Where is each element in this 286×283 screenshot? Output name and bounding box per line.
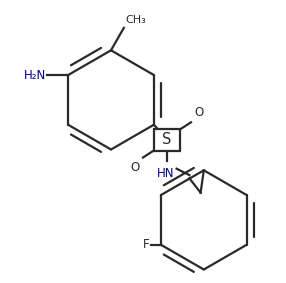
Text: S: S [162,132,172,147]
Text: CH₃: CH₃ [125,15,146,25]
Text: H₂N: H₂N [23,68,46,82]
FancyBboxPatch shape [154,128,180,151]
Text: F: F [143,238,150,251]
Text: HN: HN [157,167,174,180]
Text: O: O [194,106,203,119]
Text: O: O [130,161,140,174]
